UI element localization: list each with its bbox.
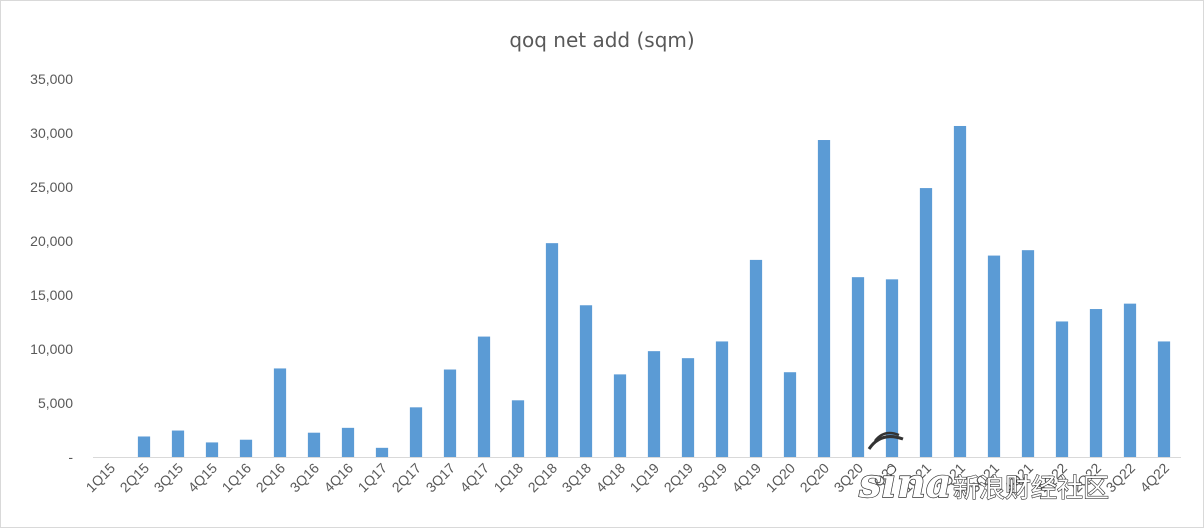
- bar-4Q16: [341, 427, 355, 457]
- y-tick-label: 10,000: [30, 341, 73, 357]
- bar-1Q21: [919, 188, 933, 457]
- x-tick-label: 1Q16: [219, 460, 255, 496]
- bar-3Q19: [715, 341, 729, 457]
- x-tick-label: 4Q16: [321, 460, 357, 496]
- chart-title: qoq net add (sqm): [509, 28, 694, 52]
- bar-3Q22: [1123, 303, 1137, 457]
- bar-2Q15: [137, 436, 151, 457]
- bar-4Q19: [749, 259, 763, 457]
- bar-2Q20: [817, 140, 831, 457]
- bar-2Q17: [409, 407, 423, 457]
- bar-2Q21: [953, 125, 967, 457]
- bar-1Q17: [375, 447, 389, 457]
- bar-3Q18: [579, 305, 593, 457]
- bars: [137, 125, 1171, 457]
- bar-4Q21: [1021, 250, 1035, 457]
- y-tick-label: 15,000: [30, 287, 73, 303]
- bar-2Q19: [681, 358, 695, 457]
- y-tick-label: 30,000: [30, 125, 73, 141]
- x-tick-label: 2Q16: [253, 460, 289, 496]
- x-tick-label: 2Q15: [117, 460, 153, 496]
- x-tick-label: 3Q17: [423, 460, 459, 496]
- bar-1Q22: [1055, 321, 1069, 457]
- x-tick-label: 2Q18: [525, 460, 561, 496]
- bar-1Q20: [783, 372, 797, 457]
- sina-logo-icon: sina: [857, 431, 952, 508]
- bar-1Q18: [511, 400, 525, 457]
- watermark-text: 新浪财经社区: [953, 474, 1109, 504]
- y-tick-label: 5,000: [38, 395, 73, 411]
- watermark-logo-text: sina: [858, 460, 952, 507]
- bar-2Q16: [273, 368, 287, 457]
- bar-4Q18: [613, 374, 627, 457]
- y-tick-label: 25,000: [30, 179, 73, 195]
- x-tick-label: 3Q16: [287, 460, 323, 496]
- bar-4Q17: [477, 336, 491, 457]
- watermark: sina 新浪财经社区: [857, 431, 1110, 508]
- x-tick-label: 1Q15: [83, 460, 119, 496]
- x-tick-label: 4Q15: [185, 460, 221, 496]
- x-tick-label: 1Q17: [355, 460, 391, 496]
- bar-3Q17: [443, 369, 457, 457]
- bar-2Q18: [545, 243, 559, 457]
- x-tick-label: 2Q17: [389, 460, 425, 496]
- y-tick-label: 35,000: [30, 71, 73, 87]
- bar-2Q22: [1089, 309, 1103, 457]
- bar-3Q20: [851, 277, 865, 457]
- y-tick-label: 20,000: [30, 233, 73, 249]
- x-tick-label: 1Q20: [763, 460, 799, 496]
- x-tick-label: 4Q19: [729, 460, 765, 496]
- y-axis: - 5,000 10,000 15,000 20,000 25,000 30,000 35,0…: [30, 71, 73, 465]
- x-tick-label: 2Q20: [797, 460, 833, 496]
- bar-3Q16: [307, 432, 321, 457]
- x-tick-label: 3Q18: [559, 460, 595, 496]
- bar-3Q21: [987, 255, 1001, 457]
- bar-4Q15: [205, 442, 219, 457]
- x-tick-label: 3Q19: [695, 460, 731, 496]
- x-tick-label: 4Q17: [457, 460, 493, 496]
- bar-1Q19: [647, 351, 661, 457]
- bar-4Q20: [885, 279, 899, 457]
- bar-3Q15: [171, 430, 185, 457]
- x-tick-label: 4Q22: [1137, 460, 1173, 496]
- x-tick-label: 2Q19: [661, 460, 697, 496]
- y-tick-label: -: [68, 449, 73, 465]
- x-tick-label: 1Q18: [491, 460, 527, 496]
- x-tick-label: 3Q15: [151, 460, 187, 496]
- bar-1Q16: [239, 439, 253, 457]
- x-tick-label: 4Q18: [593, 460, 629, 496]
- bar-4Q22: [1157, 341, 1171, 457]
- x-tick-label: 1Q19: [627, 460, 663, 496]
